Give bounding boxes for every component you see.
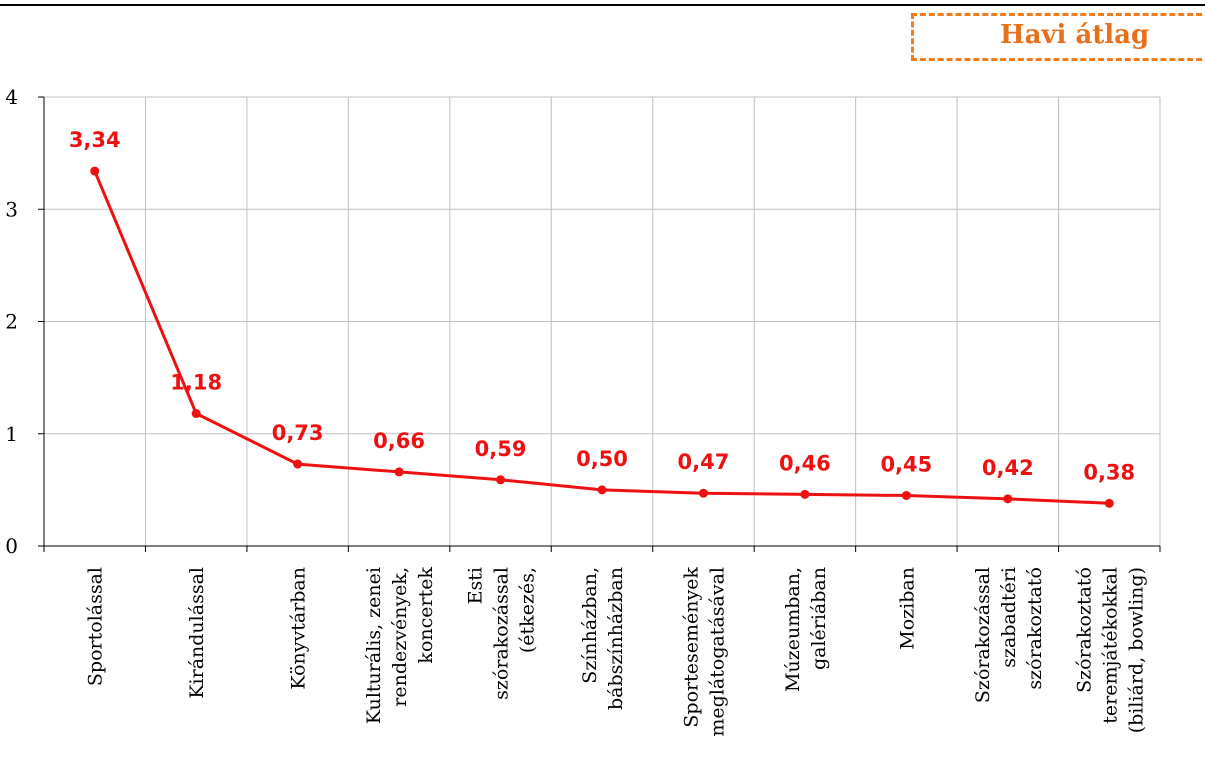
x-category-label: szórakoztató	[1024, 567, 1046, 690]
y-tick-labels: 0 1 2 3 4	[5, 85, 18, 558]
data-point	[90, 166, 100, 176]
data-label: 0,46	[779, 451, 831, 475]
data-label: 0,42	[982, 456, 1034, 480]
x-category-label: Esti	[465, 567, 487, 604]
x-category-label: szabadtéri	[998, 567, 1020, 668]
data-point	[901, 490, 911, 500]
x-category-label: (biliárd, bowling)	[1125, 567, 1147, 733]
data-label: 0,45	[880, 452, 932, 476]
x-tick-labels: Sportolással Kirándulással Könyvtárban Kult…	[85, 567, 1148, 737]
x-category-label: szórakozással	[491, 567, 513, 700]
data-label: 0,47	[678, 450, 730, 474]
data-point	[496, 475, 506, 485]
x-category-label: Kirándulással	[186, 567, 208, 699]
y-tick-label: 2	[5, 310, 18, 334]
data-label: 0,50	[576, 447, 628, 471]
data-label: 3,34	[69, 128, 121, 152]
x-category-label: Színházban,	[579, 567, 601, 684]
x-category-label: meglátogatásával	[706, 567, 728, 737]
data-point	[293, 459, 303, 469]
x-category-label: Kulturális, zenei	[363, 567, 385, 724]
x-category-label: Szórakozással	[972, 567, 994, 703]
top-rule	[0, 4, 1205, 6]
data-label: 1,18	[170, 371, 222, 395]
axes	[38, 96, 1161, 552]
y-tick-label: 1	[5, 422, 18, 446]
data-label: 0,66	[373, 429, 425, 453]
data-point	[394, 467, 404, 477]
x-category-label: Sportesemények	[680, 567, 702, 728]
data-point	[597, 485, 607, 495]
data-point	[800, 489, 810, 499]
x-category-label: Moziban	[896, 567, 918, 650]
gridlines	[44, 96, 1161, 546]
series-line-group	[90, 166, 1114, 508]
y-tick-label: 0	[5, 534, 18, 558]
x-category-label: rendezvények,	[389, 567, 411, 707]
legend-label: Havi átlag	[1000, 20, 1150, 50]
data-point	[698, 488, 708, 498]
x-category-label: Sportolással	[85, 567, 107, 686]
data-labels: 3,34 1,18 0,73 0,66 0,59 0,50 0,47 0,46 0,45 0,42…	[69, 128, 1135, 484]
data-point	[1104, 498, 1114, 508]
x-category-label: koncertek	[415, 567, 437, 664]
x-category-label: Könyvtárban	[288, 567, 310, 690]
x-category-label: teremjátékokkal	[1099, 567, 1121, 724]
y-tick-label: 3	[5, 197, 18, 221]
data-label: 0,59	[475, 437, 527, 461]
x-category-label: (étkezés,	[517, 567, 539, 653]
legend-box	[911, 13, 1205, 61]
y-tick-label: 4	[5, 85, 18, 109]
data-point	[191, 409, 201, 419]
data-label: 0,73	[272, 421, 324, 445]
data-label: 0,38	[1083, 460, 1135, 484]
x-category-label: Szórakoztató	[1073, 567, 1095, 693]
x-category-label: Múzeumban,	[782, 567, 804, 692]
x-category-label: galériában	[808, 567, 830, 670]
x-category-label: bábszínházban	[605, 567, 627, 710]
data-point	[1003, 494, 1013, 504]
